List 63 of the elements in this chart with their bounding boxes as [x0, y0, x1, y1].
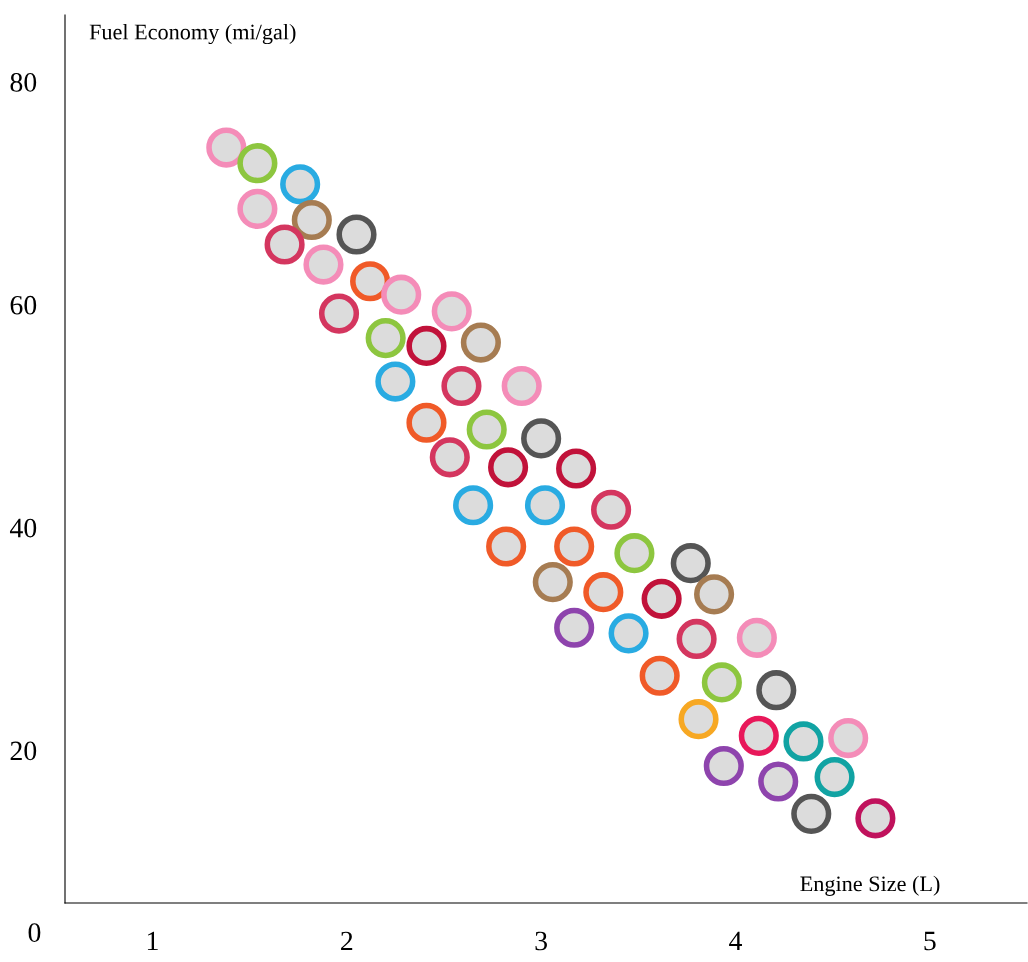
point — [758, 761, 799, 802]
point — [237, 143, 278, 184]
point — [676, 618, 717, 660]
point — [488, 447, 529, 488]
point — [365, 318, 406, 359]
point — [532, 562, 573, 603]
y-axis-title: Fuel Economy (mi/gal) — [89, 23, 296, 45]
point — [591, 489, 632, 530]
point — [206, 127, 247, 168]
point — [554, 607, 595, 648]
point — [670, 543, 711, 584]
point — [524, 485, 566, 526]
point — [460, 322, 501, 363]
point — [486, 526, 527, 567]
point — [237, 188, 278, 229]
x-tick-label: 4 — [729, 931, 742, 951]
point — [441, 365, 482, 407]
point — [264, 224, 305, 265]
point — [318, 293, 360, 334]
point — [738, 715, 779, 756]
point — [756, 670, 797, 711]
point — [429, 437, 470, 478]
point — [814, 757, 855, 798]
point — [350, 261, 391, 302]
y-tick-label: 40 — [9, 518, 37, 538]
x-axis-title: Engine Size (L) — [800, 875, 940, 896]
point — [641, 578, 682, 619]
point — [381, 274, 422, 315]
point — [703, 745, 744, 787]
y-tick-label: 80 — [10, 73, 37, 92]
point — [280, 164, 321, 205]
point — [453, 485, 494, 526]
x-tick-label: 2 — [341, 931, 353, 951]
point — [501, 365, 542, 407]
x-tick-label: 1 — [147, 931, 158, 951]
point — [521, 418, 562, 459]
point — [639, 655, 680, 696]
point — [855, 798, 896, 839]
point — [791, 793, 832, 834]
x-tick-label: 5 — [924, 931, 936, 951]
point — [406, 325, 447, 366]
point — [828, 718, 869, 759]
point — [736, 617, 777, 658]
x-tick-label: 3 — [535, 931, 547, 951]
point — [783, 721, 824, 762]
y-tick-label: 20 — [10, 741, 37, 761]
point — [608, 613, 649, 654]
y-tick-label: 60 — [10, 295, 37, 315]
point — [291, 199, 332, 241]
text: 0 — [28, 923, 41, 942]
point — [556, 448, 597, 489]
point — [614, 533, 655, 574]
point — [303, 244, 344, 285]
point — [694, 574, 735, 615]
point — [583, 572, 624, 613]
point — [431, 291, 472, 332]
point — [466, 409, 507, 450]
point — [375, 361, 416, 402]
point — [554, 526, 595, 567]
point — [678, 699, 719, 740]
point — [701, 662, 742, 703]
point — [336, 214, 377, 255]
point — [406, 402, 447, 443]
